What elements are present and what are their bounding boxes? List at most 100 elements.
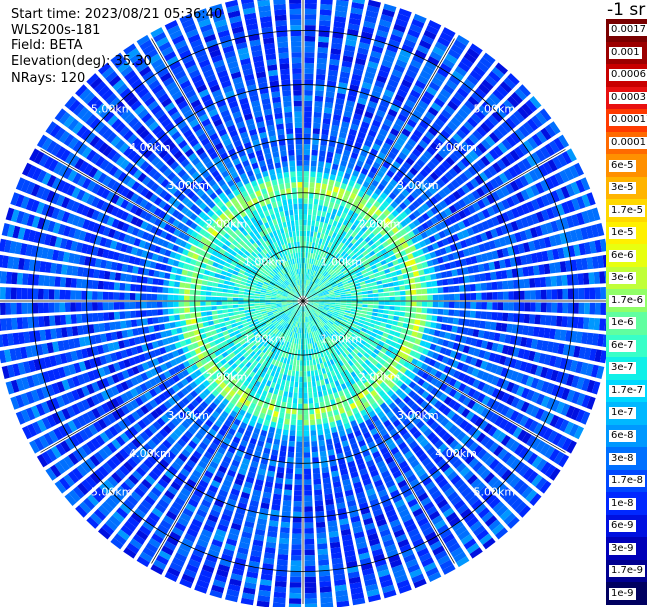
beta-cell xyxy=(184,430,194,440)
beta-cell xyxy=(83,426,94,439)
beta-cell xyxy=(397,321,404,327)
beta-cell xyxy=(232,436,241,444)
beta-cell xyxy=(357,222,364,230)
beta-cell xyxy=(435,323,442,330)
beta-cell xyxy=(227,469,236,478)
beta-cell xyxy=(321,287,327,292)
beta-cell xyxy=(285,363,290,370)
beta-cell xyxy=(505,117,517,130)
beta-cell xyxy=(227,366,234,374)
beta-cell xyxy=(280,327,286,333)
beta-cell xyxy=(231,363,238,370)
beta-cell xyxy=(359,349,366,355)
beta-cell xyxy=(360,240,367,247)
beta-cell xyxy=(552,342,560,354)
beta-cell xyxy=(213,533,225,543)
beta-cell xyxy=(373,394,381,402)
beta-cell xyxy=(463,121,475,132)
beta-cell xyxy=(333,275,340,281)
beta-cell xyxy=(357,229,365,237)
beta-cell xyxy=(189,381,198,389)
beta-cell xyxy=(385,479,396,489)
beta-cell xyxy=(304,73,314,80)
beta-cell xyxy=(287,369,292,376)
beta-cell xyxy=(495,62,508,75)
beta-cell xyxy=(338,165,346,173)
beta-cell xyxy=(166,450,177,460)
beta-cell xyxy=(343,283,350,288)
beta-cell xyxy=(322,417,329,424)
beta-cell xyxy=(330,280,336,285)
beta-cell xyxy=(374,188,382,196)
beta-cell xyxy=(312,386,317,393)
beta-cell xyxy=(155,332,162,340)
beta-cell xyxy=(289,435,296,442)
beta-cell xyxy=(399,262,406,269)
beta-cell xyxy=(287,451,295,458)
beta-cell xyxy=(228,493,239,502)
beta-cell xyxy=(233,339,240,345)
beta-cell xyxy=(350,245,357,251)
beta-cell xyxy=(353,219,360,227)
beta-cell xyxy=(415,234,424,242)
beta-cell xyxy=(380,402,388,410)
beta-cell xyxy=(304,117,312,123)
beta-cell xyxy=(335,343,341,349)
beta-cell xyxy=(141,362,150,371)
beta-cell xyxy=(133,422,143,433)
beta-cell xyxy=(310,289,315,294)
beta-cell xyxy=(405,307,411,312)
beta-cell xyxy=(406,355,414,363)
beta-cell xyxy=(306,360,310,366)
beta-cell xyxy=(151,533,164,544)
beta-cell xyxy=(341,279,348,284)
beta-cell xyxy=(535,196,545,209)
beta-cell xyxy=(412,84,424,95)
beta-cell xyxy=(284,329,289,335)
beta-cell xyxy=(225,594,239,603)
beta-cell xyxy=(357,275,364,280)
beta-cell xyxy=(164,571,179,582)
beta-cell xyxy=(362,250,369,257)
beta-cell xyxy=(389,179,398,187)
beta-cell xyxy=(248,323,255,328)
beta-cell xyxy=(271,504,281,511)
beta-cell xyxy=(339,71,350,79)
beta-cell xyxy=(223,385,231,393)
beta-cell xyxy=(322,278,327,283)
beta-cell xyxy=(431,515,444,526)
beta-cell xyxy=(86,313,93,323)
beta-cell xyxy=(324,217,330,224)
beta-cell xyxy=(383,288,389,292)
beta-cell xyxy=(332,363,337,370)
beta-cell xyxy=(306,305,310,310)
beta-cell xyxy=(427,55,440,66)
beta-cell xyxy=(421,381,430,390)
beta-cell xyxy=(326,360,332,367)
beta-cell xyxy=(345,494,355,502)
beta-cell xyxy=(325,252,330,259)
beta-cell xyxy=(238,409,246,417)
beta-cell xyxy=(297,349,301,355)
beta-cell xyxy=(222,508,234,517)
beta-cell xyxy=(286,324,291,330)
beta-cell xyxy=(263,316,270,321)
beta-cell xyxy=(368,464,377,473)
beta-cell xyxy=(303,376,307,383)
beta-cell xyxy=(163,424,173,435)
beta-cell xyxy=(573,345,581,358)
beta-cell xyxy=(560,186,571,199)
beta-cell xyxy=(340,212,347,219)
beta-cell xyxy=(367,270,374,276)
beta-cell xyxy=(408,181,418,190)
beta-cell xyxy=(390,128,400,137)
beta-cell xyxy=(387,345,395,352)
beta-cell xyxy=(489,413,500,424)
beta-cell xyxy=(144,402,154,412)
beta-cell xyxy=(365,188,374,197)
beta-cell xyxy=(324,428,331,435)
beta-cell xyxy=(316,63,327,70)
beta-cell xyxy=(46,448,57,462)
beta-cell xyxy=(230,370,238,377)
beta-cell xyxy=(319,150,326,157)
